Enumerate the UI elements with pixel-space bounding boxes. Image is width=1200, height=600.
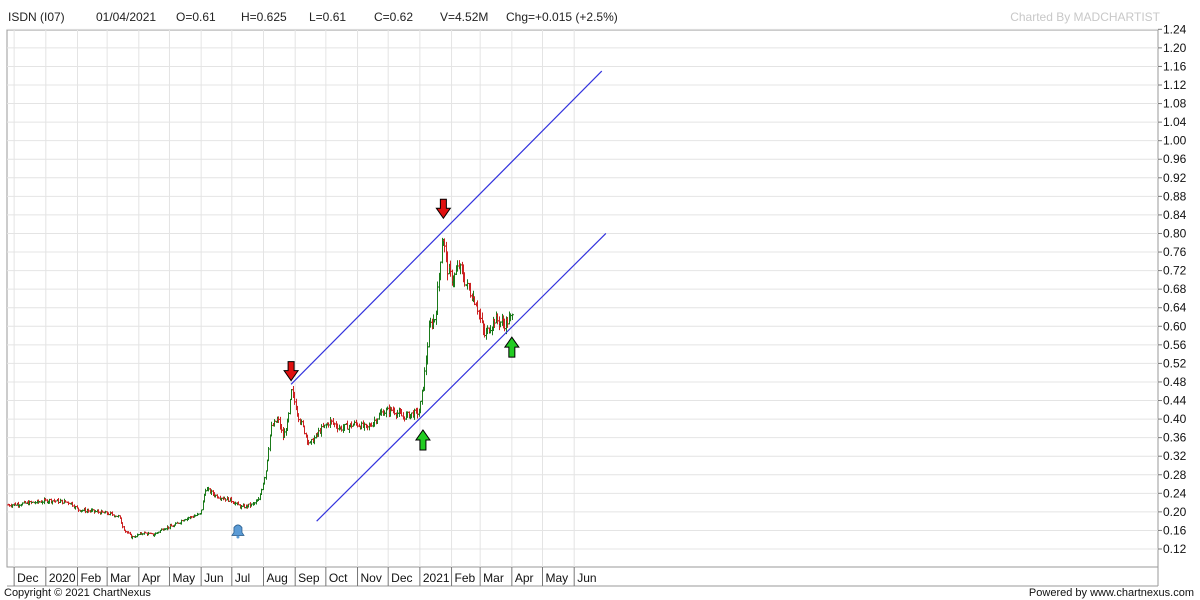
y-tick-label: 0.52 xyxy=(1163,356,1187,370)
symbol-label: ISDN (I07) xyxy=(8,10,65,24)
high-label: H=0.625 xyxy=(241,10,287,24)
y-tick-label: 0.60 xyxy=(1163,319,1187,333)
x-tick-label: Jun xyxy=(204,571,223,585)
signal-markers xyxy=(231,198,520,539)
x-tick-label: Feb xyxy=(80,571,101,585)
y-tick-label: 0.84 xyxy=(1163,208,1187,222)
y-tick-label: 0.12 xyxy=(1163,542,1187,556)
powered-by-link[interactable]: Powered by www.chartnexus.com xyxy=(1028,587,1194,599)
x-tick-label: Apr xyxy=(142,571,161,585)
copyright-text: Copyright © 2021 ChartNexus xyxy=(4,587,151,599)
y-tick-label: 0.20 xyxy=(1163,505,1187,519)
trendlines xyxy=(290,70,607,522)
y-tick-label: 1.04 xyxy=(1163,115,1187,129)
buy-arrow-icon xyxy=(414,429,431,451)
change-label: Chg=+0.015 (+2.5%) xyxy=(506,10,618,24)
y-tick-label: 1.00 xyxy=(1163,134,1187,148)
buy-arrow-icon xyxy=(503,336,520,358)
y-tick-label: 0.16 xyxy=(1163,523,1187,537)
x-tick-label: Dec xyxy=(17,571,38,585)
x-tick-label: Mar xyxy=(110,571,131,585)
volume-label: V=4.52M xyxy=(440,10,489,24)
low-label: L=0.61 xyxy=(309,10,347,24)
y-tick-label: 0.68 xyxy=(1163,282,1187,296)
y-tick-label: 0.24 xyxy=(1163,486,1187,500)
x-tick-label: Oct xyxy=(329,571,348,585)
date-label: 01/04/2021 xyxy=(96,10,157,24)
grid-lines xyxy=(7,28,1158,567)
x-tick-label: May xyxy=(546,571,569,585)
y-tick-label: 0.56 xyxy=(1163,338,1187,352)
y-tick-label: 0.36 xyxy=(1163,431,1187,445)
ohlc-bars xyxy=(7,237,514,540)
y-tick-label: 1.08 xyxy=(1163,97,1187,111)
y-tick-label: 0.40 xyxy=(1163,412,1187,426)
x-tick-label: Jul xyxy=(235,571,250,585)
x-tick-label: Nov xyxy=(361,571,382,585)
y-tick-label: 0.96 xyxy=(1163,152,1187,166)
bell-icon xyxy=(231,524,245,536)
y-axis: 0.12 0.16 0.20 0.24 0.28 0.32 0.36 0.40 0.44 0.48… xyxy=(1158,22,1187,556)
x-tick-label: 2021 xyxy=(423,571,450,585)
x-tick-label: Mar xyxy=(483,571,504,585)
y-tick-label: 0.80 xyxy=(1163,226,1187,240)
sell-arrow-icon xyxy=(435,198,452,220)
x-tick-label: Apr xyxy=(515,571,534,585)
chart-header: ISDN (I07) 01/04/2021 O=0.61 H=0.625 L=0… xyxy=(0,0,1200,30)
x-tick-label: May xyxy=(172,571,195,585)
open-label: O=0.61 xyxy=(176,10,216,24)
y-tick-label: 0.92 xyxy=(1163,171,1187,185)
y-tick-label: 0.76 xyxy=(1163,245,1187,259)
charted-by-label: Charted By MADCHARTIST xyxy=(1010,10,1160,24)
y-tick-label: 0.44 xyxy=(1163,394,1187,408)
y-tick-label: 1.24 xyxy=(1163,22,1187,36)
x-tick-label: 2020 xyxy=(49,571,76,585)
y-tick-label: 0.28 xyxy=(1163,468,1187,482)
y-tick-label: 0.88 xyxy=(1163,189,1187,203)
trendline xyxy=(290,70,603,385)
y-tick-label: 1.20 xyxy=(1163,41,1187,55)
trendline xyxy=(316,233,607,522)
x-tick-label: Feb xyxy=(455,571,476,585)
x-tick-label: Sep xyxy=(298,571,320,585)
x-axis: Dec 2020 Feb Mar Apr May Jun Jul Aug Sep Oct Nov Dec… xyxy=(13,567,597,586)
y-tick-label: 0.48 xyxy=(1163,375,1187,389)
close-label: C=0.62 xyxy=(374,10,414,24)
x-tick-label: Dec xyxy=(391,571,412,585)
bell-clapper xyxy=(236,535,240,539)
x-tick-label: Jun xyxy=(577,571,596,585)
y-tick-label: 0.64 xyxy=(1163,301,1187,315)
y-tick-label: 1.16 xyxy=(1163,59,1187,73)
sell-arrow-icon xyxy=(283,361,300,382)
x-tick-label: Aug xyxy=(267,571,288,585)
y-tick-label: 0.72 xyxy=(1163,264,1187,278)
y-tick-label: 1.12 xyxy=(1163,78,1187,92)
plot-area xyxy=(6,29,1159,568)
y-tick-label: 0.32 xyxy=(1163,449,1187,463)
